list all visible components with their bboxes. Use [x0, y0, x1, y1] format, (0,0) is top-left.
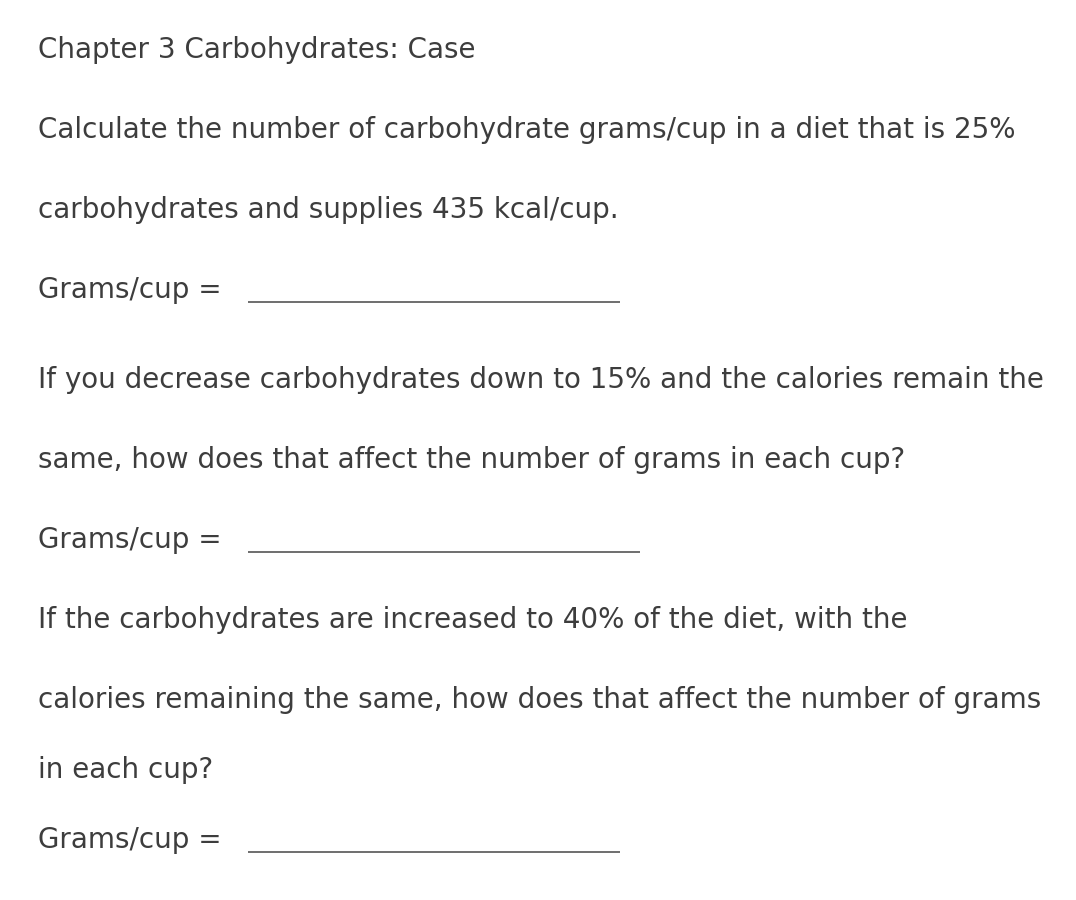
Text: Calculate the number of carbohydrate grams/cup in a diet that is 25%: Calculate the number of carbohydrate gra…	[38, 116, 1016, 144]
Text: Chapter 3 Carbohydrates: Case: Chapter 3 Carbohydrates: Case	[38, 36, 476, 64]
Text: same, how does that affect the number of grams in each cup?: same, how does that affect the number of…	[38, 446, 905, 474]
Text: Grams/cup =: Grams/cup =	[38, 526, 230, 554]
Text: Grams/cup =: Grams/cup =	[38, 276, 230, 304]
Text: in each cup?: in each cup?	[38, 756, 213, 784]
Text: If the carbohydrates are increased to 40% of the diet, with the: If the carbohydrates are increased to 40…	[38, 606, 907, 634]
Text: carbohydrates and supplies 435 kcal/cup.: carbohydrates and supplies 435 kcal/cup.	[38, 196, 619, 224]
Text: If you decrease carbohydrates down to 15% and the calories remain the: If you decrease carbohydrates down to 15…	[38, 366, 1044, 394]
Text: calories remaining the same, how does that affect the number of grams: calories remaining the same, how does th…	[38, 686, 1042, 714]
Text: Grams/cup =: Grams/cup =	[38, 826, 230, 854]
